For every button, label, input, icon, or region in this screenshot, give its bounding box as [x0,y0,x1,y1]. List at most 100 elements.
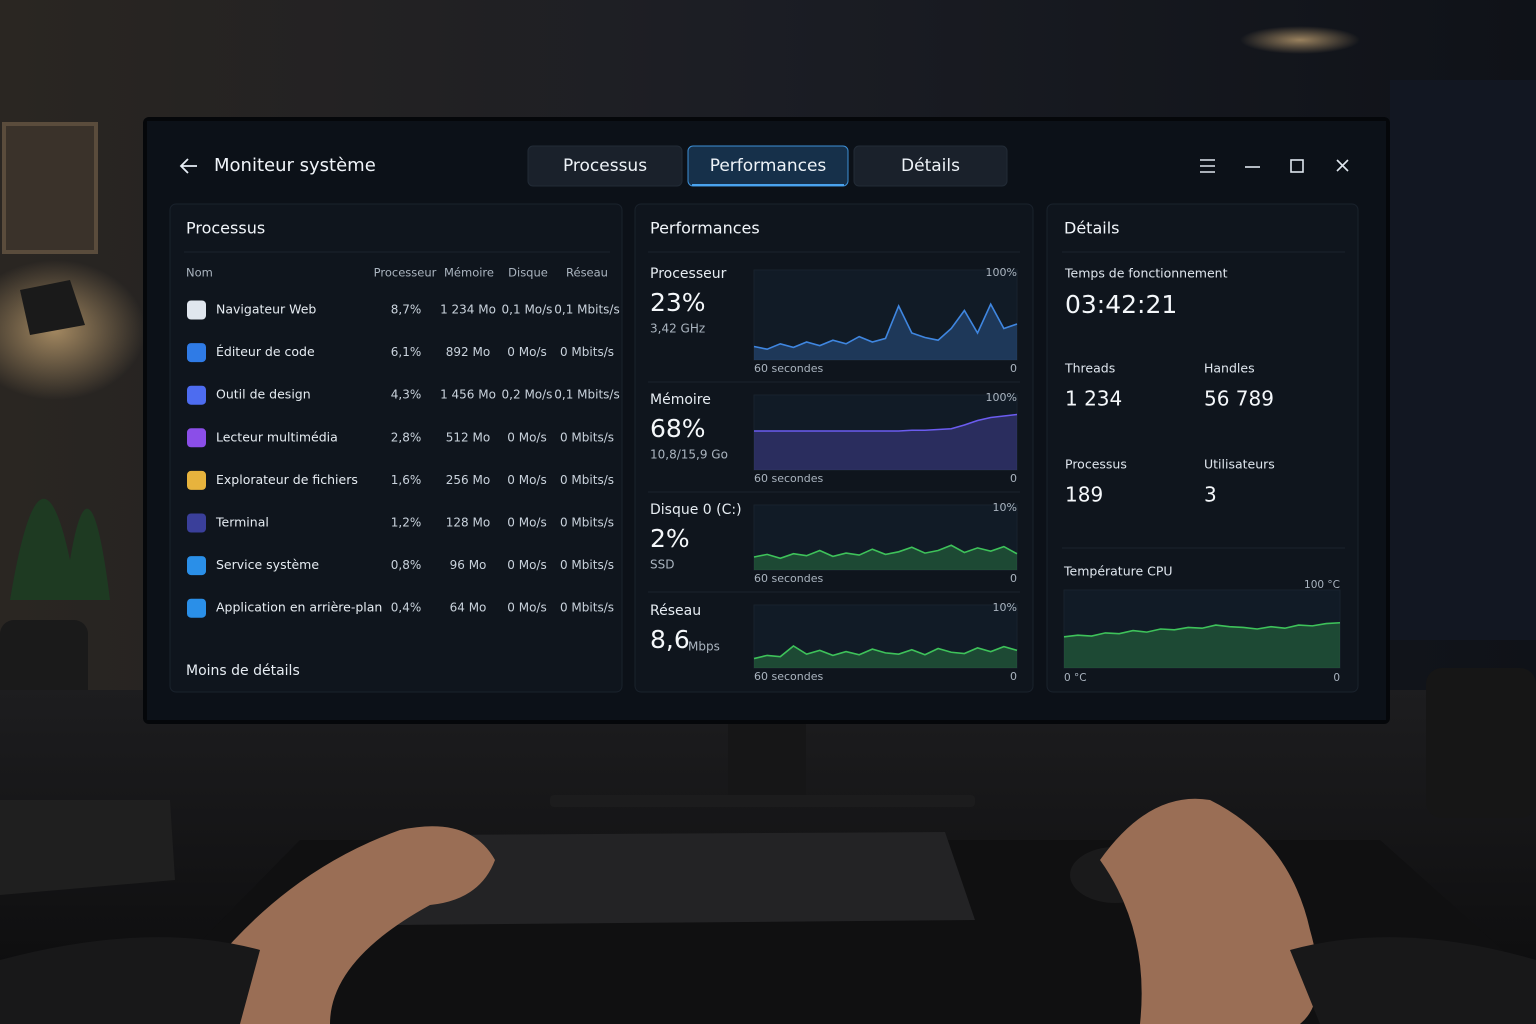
picture-frame [2,122,98,254]
chart-area [754,545,1017,570]
chart-line [753,544,1018,560]
chart-span-label: 60 secondes [754,572,823,585]
menu-button[interactable] [1200,159,1215,173]
plant [10,498,110,600]
app-icon [187,385,206,405]
process-name: Terminal [215,515,269,530]
mug [1426,668,1536,818]
metric-value: 2% [650,524,690,553]
chart-max-label: 10% [993,601,1017,614]
panel-title: Détails [1064,219,1119,238]
process-cell: 128 Mo [446,516,490,530]
process-cell: 0,1 Mbits/s [554,303,619,317]
tab-label[interactable]: Performances [710,156,827,176]
window-controls [1200,159,1349,173]
chart-min-label: 0 [1010,572,1017,585]
right-sleeve [1290,937,1536,1024]
chart-end-label: 0 [1333,672,1340,684]
less-details-link[interactable]: Moins de détails [186,663,300,679]
process-cell: 0 Mbits/s [560,558,614,572]
chart-min-label: 0 [1010,472,1017,485]
process-cell: 0,1 Mo/s [502,303,553,317]
chart-span-label: 60 secondes [754,670,823,683]
process-cell: 1 456 Mo [440,388,496,402]
process-cell: 0 Mo/s [507,473,546,487]
details-panel [1046,203,1359,693]
process-name: Lecteur multimédia [216,429,338,444]
maximize-button[interactable] [1290,159,1304,173]
column-header: Nom [186,266,213,280]
chart-area [754,414,1017,470]
app-icon [187,470,206,490]
process-cell: 0 Mo/s [507,516,546,530]
stat-label: Handles [1204,361,1255,376]
process-cell: 0,4% [391,601,422,615]
chart-max-label: 100% [986,391,1017,404]
chart-area [754,645,1017,668]
tab[interactable] [527,145,683,187]
process-cell: 1 234 Mo [440,303,496,317]
app-icon [187,428,206,448]
metric-sub: 3,42 GHz [650,322,705,336]
chart-min-label: 0 [1010,670,1017,683]
chart-background [753,394,1018,471]
process-name: Service système [216,557,319,572]
metric-value: 23% [650,288,706,317]
panel-title: Processus [186,219,265,238]
tab-indicator [692,184,844,186]
process-cell: 0,1 Mbits/s [554,388,619,402]
process-cell: 0 Mo/s [507,601,546,615]
process-name: Éditeur de code [216,344,315,359]
app-icon [187,513,206,533]
window-view [1390,80,1536,640]
process-cell: 0,8% [391,558,422,572]
column-header: Disque [508,266,548,280]
process-cell: 0 Mo/s [507,558,546,572]
process-name: Outil de design [216,387,311,402]
stat-value: 1 234 [1065,387,1122,411]
metric-label: Réseau [650,603,701,619]
stat-label: Processus [1065,457,1127,472]
process-cell: 2,8% [391,430,422,444]
chart-max-label: 10% [993,501,1017,514]
stat-value: 189 [1065,483,1103,507]
tab-label[interactable]: Détails [901,156,960,176]
chart-line [1063,621,1341,638]
chart-span-label: 60 secondes [754,362,823,375]
process-cell: 8,7% [391,303,422,317]
chart-area [1064,622,1340,668]
process-cell: 0 Mbits/s [560,345,614,359]
tab-label[interactable]: Processus [563,156,647,176]
monitor-base [550,795,975,807]
chart-max-label: 100 °C [1304,579,1340,591]
lamp [20,280,85,335]
process-name: Explorateur de fichiers [216,472,358,487]
process-cell: 0 Mbits/s [560,430,614,444]
monitor-neck [728,722,806,802]
window-title: Moniteur système [214,155,376,176]
metric-sub: 10,8/15,9 Go [650,448,728,462]
process-cell: 256 Mo [446,473,490,487]
metric-label: Disque 0 (C:) [650,502,742,518]
process-cell: 1,2% [391,516,422,530]
metric-unit: Mbps [688,640,720,654]
panel-title: Performances [650,219,760,238]
column-header: Mémoire [444,266,494,280]
column-header: Processeur [374,266,437,280]
process-cell: 6,1% [391,345,422,359]
process-cell: 0 Mbits/s [560,516,614,530]
process-name: Application en arrière-plan [216,600,382,615]
stat-label: Threads [1064,361,1115,376]
close-button[interactable] [1336,159,1349,172]
back-button[interactable] [179,158,197,174]
process-cell: 0 Mo/s [507,430,546,444]
left-sleeve [0,937,260,1024]
chart-line [753,302,1018,351]
metric-value: 68% [650,414,706,443]
process-cell: 1,6% [391,473,422,487]
tab[interactable] [853,145,1008,187]
metric-value: 8,6 [650,625,690,654]
